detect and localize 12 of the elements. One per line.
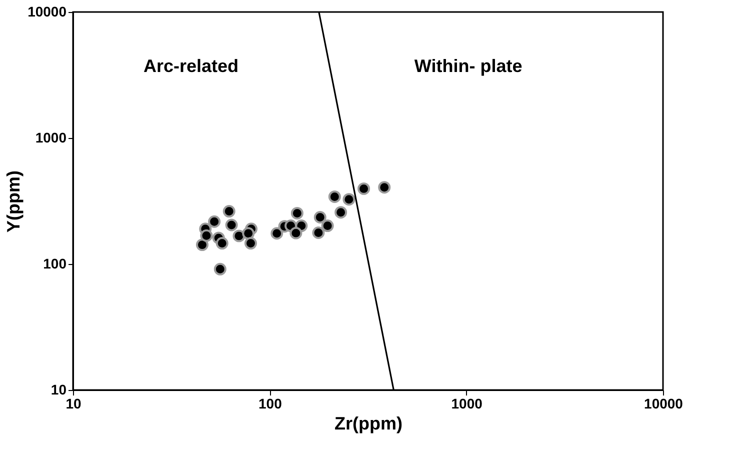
x-tick-label: 10000 [644,396,684,412]
y-tick-label: 10000 [28,4,67,20]
annotation: Arc-related [143,56,239,76]
x-axis-title: Zr(ppm) [334,414,402,434]
y-axis-title: Y(ppm) [4,170,24,232]
x-tick-label: 10 [66,396,82,412]
x-tick-label: 100 [258,396,282,412]
y-tick-label: 100 [43,256,67,272]
annotation: Within- plate [414,56,522,76]
y-tick-label: 1000 [35,130,67,146]
y-tick-label: 10 [50,382,67,398]
x-tick-label: 1000 [451,396,483,412]
